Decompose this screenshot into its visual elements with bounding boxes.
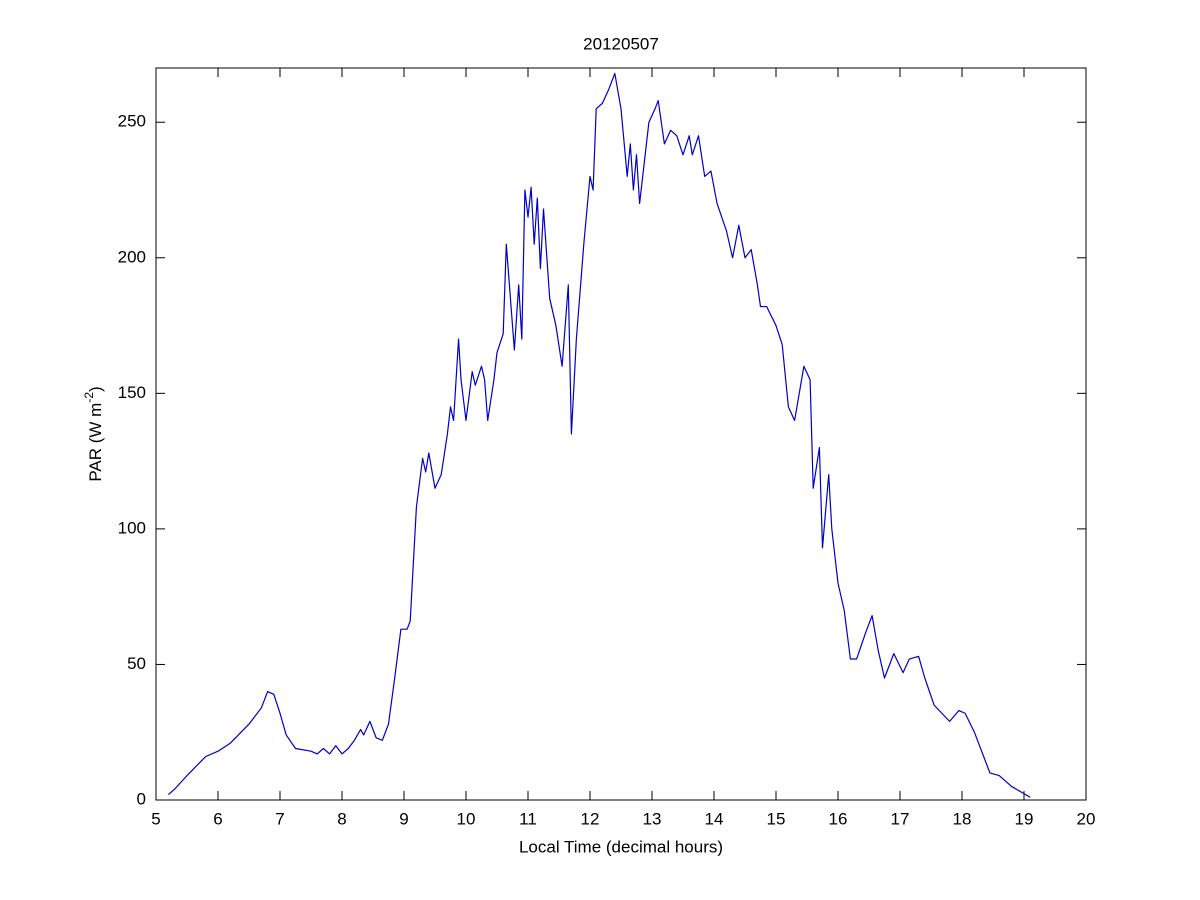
y-axis-label-sup: -2 xyxy=(82,392,96,403)
x-tick-label: 12 xyxy=(581,809,600,828)
x-tick-label: 9 xyxy=(399,809,408,828)
x-tick-label: 5 xyxy=(151,809,160,828)
y-axis-label-end: ) xyxy=(86,386,105,392)
x-tick-label: 20 xyxy=(1077,809,1096,828)
data-line xyxy=(168,72,1031,798)
x-tick-label: 13 xyxy=(643,809,662,828)
x-tick-label: 15 xyxy=(767,809,786,828)
y-tick-label: 50 xyxy=(127,654,146,673)
x-tick-label: 16 xyxy=(829,809,848,828)
y-tick-label: 0 xyxy=(137,789,146,808)
y-tick-label: 250 xyxy=(118,112,146,131)
axes-box xyxy=(155,67,1087,801)
x-tick-label: 19 xyxy=(1015,809,1034,828)
y-axis-label-main: PAR (W m xyxy=(86,403,105,482)
x-tick-label: 14 xyxy=(705,809,724,828)
y-axis-label: PAR (W m-2) xyxy=(82,386,105,481)
x-tick-label: 8 xyxy=(337,809,346,828)
y-tick-label: 100 xyxy=(118,518,146,537)
y-tick-label: 200 xyxy=(118,247,146,266)
chart-title: 20120507 xyxy=(583,34,659,53)
x-axis-label: Local Time (decimal hours) xyxy=(519,837,723,856)
x-tick-label: 17 xyxy=(891,809,910,828)
x-tick-label: 10 xyxy=(457,809,476,828)
x-tick-label: 7 xyxy=(275,809,284,828)
x-tick-label: 6 xyxy=(213,809,222,828)
x-tick-label: 18 xyxy=(953,809,972,828)
y-tick-label: 150 xyxy=(118,383,146,402)
x-tick-label: 11 xyxy=(519,809,537,828)
